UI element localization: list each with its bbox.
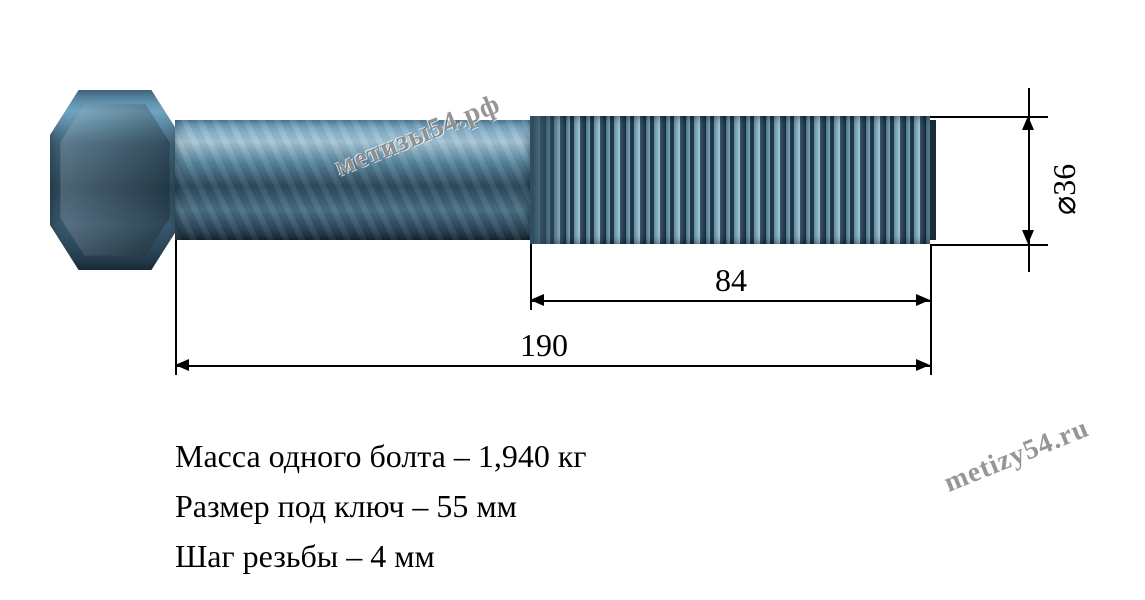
- bolt-shank: [175, 120, 530, 240]
- spec-pitch: Шаг резьбы – 4 мм: [175, 532, 435, 582]
- dim-84-label: 84: [715, 262, 747, 299]
- dim-diam-ext-top: [1028, 88, 1030, 116]
- dim-diam-arrow-down: [1022, 230, 1034, 244]
- dim-84-arrow-right: [916, 294, 930, 306]
- dim-190-arrow-left: [175, 359, 189, 371]
- ext-line-head: [175, 240, 177, 375]
- bolt-head: [50, 90, 180, 270]
- dim-84-line: [530, 300, 930, 302]
- bolt-chamfer: [530, 116, 570, 244]
- dim-84-arrow-left: [530, 294, 544, 306]
- dim-diam-ext-bot: [1028, 244, 1030, 272]
- bolt-tip: [930, 120, 936, 240]
- dim-diam-arrow-up: [1022, 116, 1034, 130]
- dim-diam-line: [1028, 116, 1030, 244]
- bolt-image: [50, 80, 930, 280]
- watermark-2: metizy54.ru: [940, 412, 1094, 499]
- ext-line-diam-bot: [930, 244, 1048, 246]
- spec-wrench: Размер под ключ – 55 мм: [175, 482, 517, 532]
- spec-mass: Масса одного болта – 1,940 кг: [175, 432, 587, 482]
- ext-line-end: [930, 244, 932, 375]
- dim-190-label: 190: [520, 327, 568, 364]
- bolt-thread: [530, 116, 930, 244]
- dim-190-line: [175, 365, 930, 367]
- dim-diam-label: ⌀36: [1045, 164, 1083, 215]
- diagram-canvas: 84 190 ⌀36 Масса одного болта – 1,940 кг…: [0, 0, 1145, 600]
- dim-190-arrow-right: [916, 359, 930, 371]
